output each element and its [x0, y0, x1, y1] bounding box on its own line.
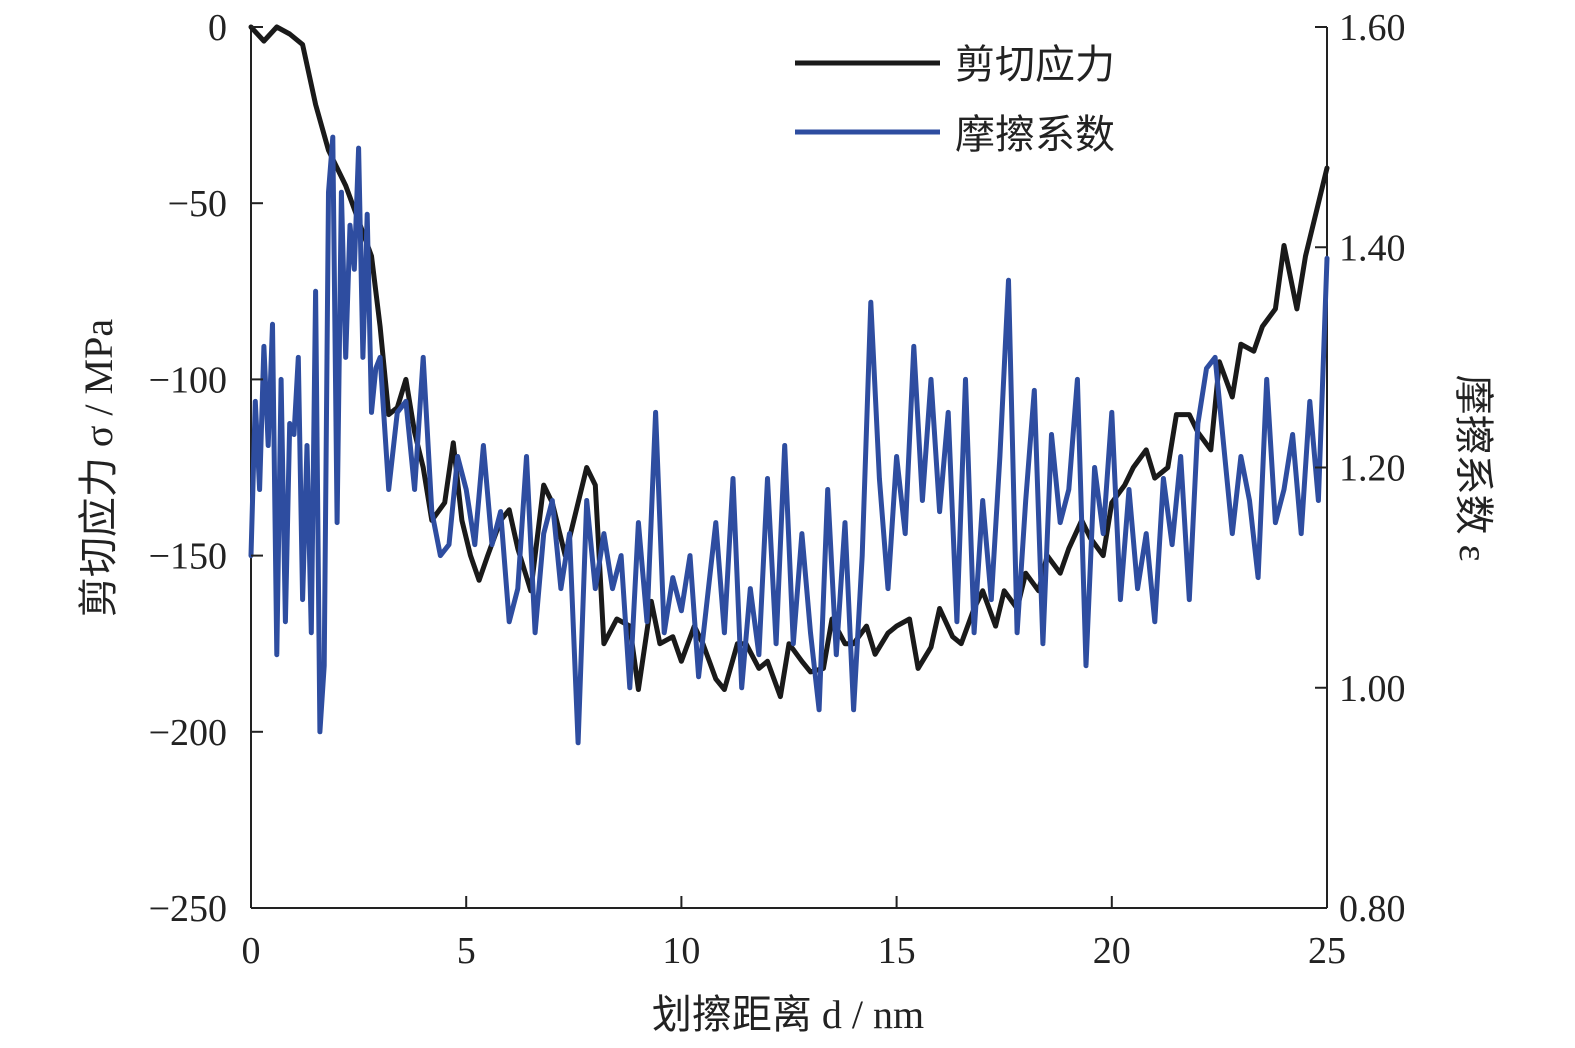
left-y-tick-label: −50: [168, 183, 227, 225]
x-tick-label: 25: [1308, 930, 1346, 972]
plot-lines: [248, 24, 1330, 746]
right-y-axis-ticks: 1.60 1.40 1.20 1.00 0.80: [1315, 7, 1406, 930]
left-y-tick-label: −200: [149, 712, 227, 754]
x-tick-label: 0: [242, 930, 261, 972]
left-y-tick-label: −150: [149, 536, 227, 578]
right-y-tick-label: 1.20: [1339, 448, 1406, 490]
left-y-axis-label: 剪切应力 σ / MPa: [76, 319, 121, 617]
x-axis-ticks: 0 5 10 15 20 25: [242, 896, 1346, 972]
left-y-axis-ticks: 0 −50 −100 −150 −200 −250: [149, 7, 263, 930]
x-tick-label: 20: [1093, 930, 1131, 972]
right-y-axis-label: 摩擦系数 ε: [1451, 375, 1496, 562]
right-y-tick-label: 1.40: [1339, 227, 1406, 269]
legend-label-shear-stress: 剪切应力: [955, 42, 1115, 87]
x-tick-label: 10: [662, 930, 700, 972]
right-y-tick-label: 1.00: [1339, 668, 1406, 710]
right-y-tick-label: 0.80: [1339, 888, 1406, 930]
left-y-tick-label: 0: [208, 7, 227, 49]
right-y-tick-label: 1.60: [1339, 7, 1406, 49]
x-axis-label: 划擦距离 d / nm: [652, 992, 924, 1037]
x-tick-label: 15: [878, 930, 916, 972]
legend: 剪切应力 摩擦系数: [795, 42, 1115, 157]
left-y-tick-label: −100: [149, 359, 227, 401]
series-line-friction-coefficient: [248, 134, 1330, 746]
legend-label-friction-coefficient: 摩擦系数: [955, 112, 1115, 157]
x-tick-label: 5: [457, 930, 476, 972]
left-y-tick-label: −250: [149, 888, 227, 930]
